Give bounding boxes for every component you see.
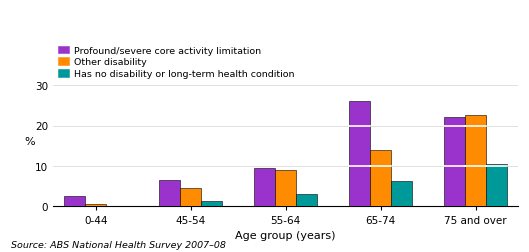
Bar <box>180 188 201 207</box>
Bar <box>486 164 507 207</box>
Bar <box>465 116 486 207</box>
Bar <box>159 180 180 207</box>
Bar <box>85 204 106 207</box>
Y-axis label: %: % <box>24 136 35 146</box>
Bar <box>444 118 465 207</box>
Bar <box>254 168 275 207</box>
Bar <box>370 150 391 207</box>
X-axis label: Age group (years): Age group (years) <box>235 230 336 240</box>
Bar <box>275 170 296 207</box>
Legend: Profound/severe core activity limitation, Other disability, Has no disability or: Profound/severe core activity limitation… <box>58 46 294 79</box>
Bar <box>296 194 317 207</box>
Bar <box>391 182 412 207</box>
Bar <box>349 102 370 207</box>
Bar <box>65 197 85 207</box>
Text: Source: ABS National Health Survey 2007–08: Source: ABS National Health Survey 2007–… <box>11 240 225 249</box>
Bar <box>201 201 222 207</box>
